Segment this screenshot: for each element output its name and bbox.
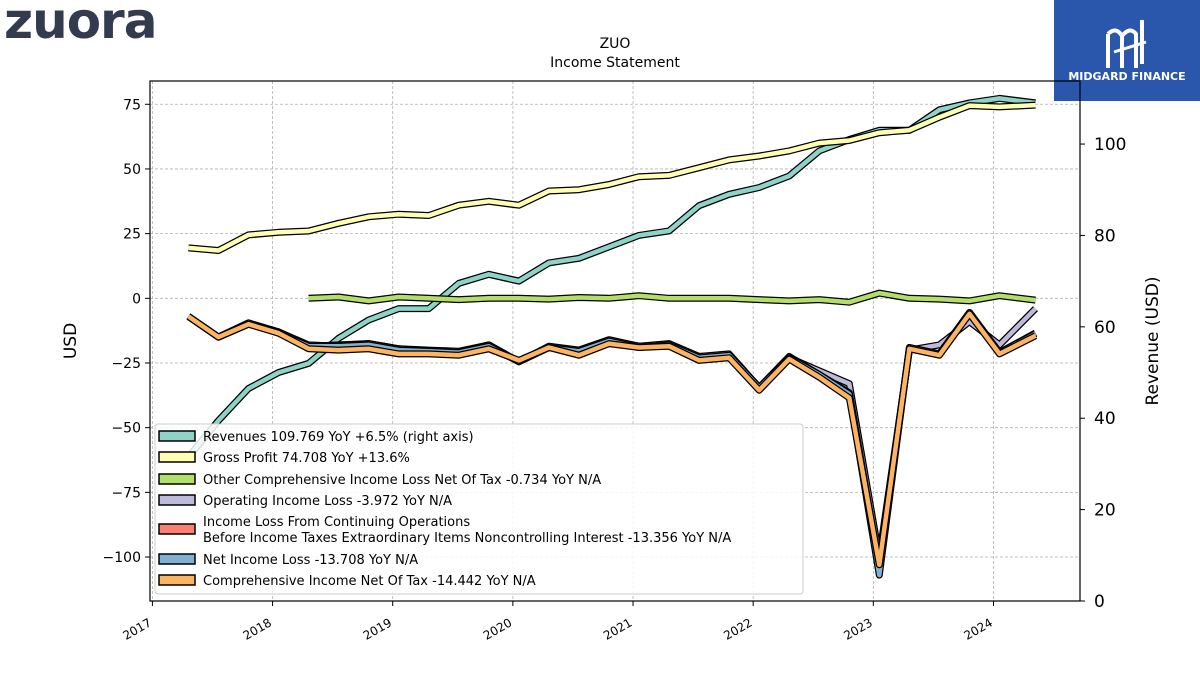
y-right-tick-label: 100	[1094, 135, 1126, 155]
x-tick-label: 2017	[120, 615, 153, 642]
brand-name: MIDGARD FINANCE	[1068, 70, 1186, 83]
series-2	[308, 289, 1036, 306]
x-tick-label: 2018	[241, 615, 274, 642]
legend-swatch	[158, 523, 196, 535]
y-tick-label: −50	[111, 421, 141, 437]
series-line	[188, 102, 1036, 253]
chart-subtitle: Income Statement	[550, 55, 680, 71]
series-6	[186, 310, 1038, 569]
legend: Revenues 109.769 YoY +6.5% (right axis) G…	[154, 423, 804, 595]
y-right-tick-label: 0	[1094, 592, 1105, 612]
legend-swatch	[158, 430, 196, 442]
series-line	[187, 311, 1037, 568]
y-tick-label: −100	[103, 550, 141, 566]
x-tick-label: 2020	[481, 615, 514, 642]
x-tick-label: 2024	[962, 615, 995, 642]
y-axis-right-label: Revenue (USD)	[1143, 276, 1163, 405]
series-line	[186, 96, 1036, 459]
y-tick-label: −25	[111, 356, 141, 372]
legend-box	[154, 423, 804, 595]
series-lines	[185, 94, 1038, 579]
legend-label: Other Comprehensive Income Loss Net Of T…	[203, 473, 601, 488]
y-axis-label: USD	[61, 323, 81, 359]
legend-label: Income Loss From Continuing Operations	[203, 515, 470, 530]
legend-label: Gross Profit 74.708 YoY +13.6%	[203, 451, 410, 466]
legend-label: Before Income Taxes Extraordinary Items …	[203, 531, 731, 546]
x-tick-label: 2021	[601, 615, 634, 642]
x-tick-label: 2023	[841, 615, 874, 642]
x-tick-label: 2022	[721, 615, 754, 642]
legend-label: Comprehensive Income Net Of Tax -14.442 …	[203, 574, 536, 589]
y-tick-label: 75	[123, 97, 141, 113]
y-tick-label: 25	[123, 227, 141, 243]
y-right-tick-label: 80	[1094, 226, 1116, 246]
x-tick-label: 2019	[361, 615, 394, 642]
legend-label: Revenues 109.769 YoY +6.5% (right axis)	[203, 430, 474, 445]
legend-swatch	[158, 574, 196, 586]
chart-title: ZUO	[600, 36, 631, 52]
series-line-outline	[185, 94, 1036, 460]
series-0	[185, 94, 1036, 460]
y-right-tick-label: 60	[1094, 318, 1116, 338]
legend-swatch	[158, 451, 196, 463]
y-right-tick-label: 20	[1094, 501, 1116, 521]
zuora-logo: zuora	[4, 0, 157, 50]
legend-swatch	[158, 473, 196, 485]
y-right-tick-label: 40	[1094, 409, 1116, 429]
legend-swatch	[158, 553, 196, 565]
midgard-emblem-icon	[1106, 20, 1147, 68]
series-line	[308, 290, 1036, 305]
legend-label: Net Income Loss -13.708 YoY N/A	[203, 553, 418, 568]
legend-label: Operating Income Loss -3.972 YoY N/A	[203, 494, 452, 509]
y-tick-label: −75	[111, 485, 141, 501]
y-tick-label: 50	[123, 162, 141, 178]
legend-swatch	[158, 494, 196, 506]
midgard-finance-logo: MIDGARD FINANCE	[1054, 0, 1200, 101]
y-tick-label: 0	[132, 291, 141, 307]
series-1	[188, 101, 1036, 254]
plot-frame	[149, 80, 1081, 602]
